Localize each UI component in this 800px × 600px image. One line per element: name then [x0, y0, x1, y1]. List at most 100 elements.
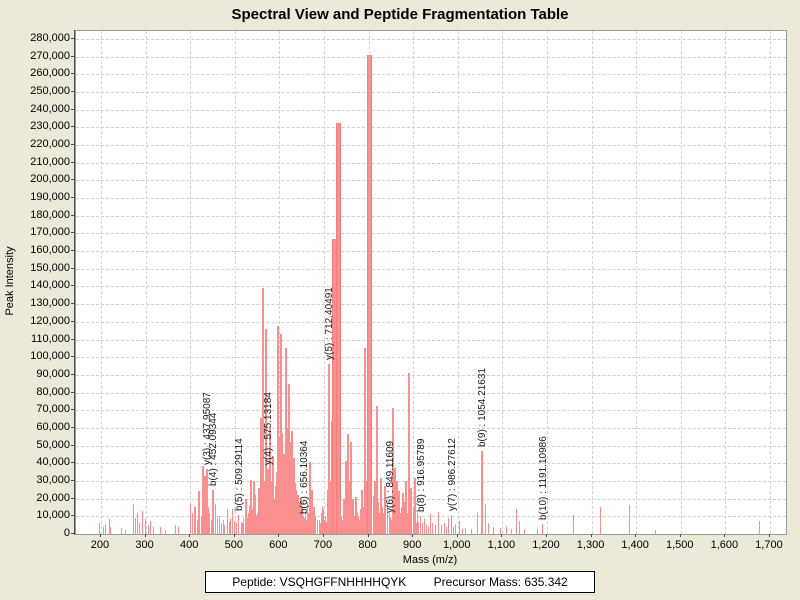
spectrum-peak	[448, 518, 449, 534]
h-gridline	[76, 162, 786, 164]
spectrum-peak	[145, 519, 146, 534]
v-gridline	[323, 31, 325, 534]
spectrum-peak	[234, 521, 235, 534]
y-tick	[71, 426, 74, 428]
spectrum-peak	[511, 529, 512, 534]
spectrum-peak	[404, 502, 405, 534]
x-tick	[412, 534, 414, 537]
status-bar: Peptide: VSQHGFFNHHHHQYK Precursor Mass:…	[0, 571, 800, 593]
precursor-mass-text: Precursor Mass: 635.342	[433, 575, 568, 589]
y-tick	[71, 37, 74, 39]
y-tick	[71, 391, 74, 393]
v-gridline	[546, 31, 548, 534]
y-tick	[71, 320, 74, 322]
spectrum-peak	[392, 408, 394, 534]
y-tick	[71, 338, 74, 340]
spectrum-peak	[248, 513, 249, 534]
y-tick	[71, 285, 74, 287]
h-gridline	[76, 498, 786, 500]
x-tick-label: 900	[402, 539, 422, 551]
x-tick	[590, 534, 592, 537]
x-tick	[456, 534, 458, 537]
spectrum-peak	[325, 516, 326, 534]
spectrum-peak	[629, 505, 630, 534]
spectrum-peak	[295, 490, 297, 534]
x-tick	[278, 534, 280, 537]
spectrum-peak	[407, 513, 408, 534]
spectrum-peak	[403, 516, 404, 534]
spectrum-peak	[453, 527, 454, 534]
v-gridline	[413, 31, 415, 534]
y-tick	[71, 55, 74, 57]
spectrum-peak	[153, 527, 154, 534]
spectrum-peak	[198, 491, 200, 534]
h-gridline	[76, 91, 786, 93]
y-tick	[71, 179, 74, 181]
h-gridline	[76, 180, 786, 182]
peak-annotation: b(8) : 916.95789	[415, 438, 427, 512]
spectrum-peak	[197, 520, 198, 534]
x-tick-label: 1,100	[487, 539, 516, 551]
spectrum-peak	[360, 509, 361, 534]
spectrum-peak	[324, 520, 325, 534]
y-tick-label: 180,000	[30, 208, 70, 221]
y-tick-label: 200,000	[30, 173, 70, 186]
x-tick-label: 1,300	[576, 539, 605, 551]
peak-annotation: b(6) : 656.10364	[299, 440, 311, 515]
spectrum-peak	[402, 493, 404, 534]
spectrum-peak	[142, 511, 143, 534]
peak-annotation: b(10) : 1191.10986	[537, 436, 549, 521]
spectrum-peak	[215, 504, 216, 534]
y-tick	[71, 73, 74, 75]
x-tick	[501, 534, 503, 537]
spectrum-peak	[379, 513, 380, 534]
spectrum-peak	[303, 516, 304, 534]
x-tick-label: 1,200	[532, 539, 560, 551]
spectrum-peak	[195, 506, 196, 534]
spectrum-peak	[211, 520, 212, 534]
spectrum-peak	[383, 513, 384, 534]
h-gridline	[76, 127, 786, 129]
spectrum-peak	[272, 456, 274, 534]
y-tick-label: 20,000	[36, 491, 70, 504]
spectrum-peak	[236, 523, 237, 534]
h-gridline	[76, 321, 786, 323]
peak-annotation: b(5) : 509.29114	[233, 437, 245, 511]
y-tick	[71, 515, 74, 517]
x-axis-title: Mass (m/z)	[402, 554, 458, 566]
spectrum-peak	[426, 525, 427, 534]
x-tick	[233, 534, 235, 537]
spectrum-peak	[283, 454, 285, 534]
y-tick-label: 50,000	[36, 438, 70, 451]
y-tick-label: 250,000	[30, 84, 70, 97]
y-axis-line	[74, 30, 75, 535]
spectrum-peak	[110, 527, 111, 534]
spectrum-peak	[376, 406, 378, 534]
spectrum-peak	[418, 522, 419, 534]
x-tick	[322, 534, 324, 537]
spectrum-peak	[537, 529, 538, 534]
spectrum-peak	[313, 507, 314, 534]
y-tick-label: 280,000	[30, 31, 70, 44]
v-gridline	[190, 31, 192, 534]
y-tick	[71, 126, 74, 128]
x-tick-label: 400	[179, 539, 199, 551]
h-gridline	[76, 74, 786, 76]
spectrum-plot-area[interactable]: y(3) : 437.95087 b(4) : 452.09344 b(5) : 5…	[75, 30, 787, 535]
spectrum-peak	[229, 522, 230, 534]
spectrum-peak	[435, 525, 436, 534]
spectrum-peak	[230, 518, 231, 534]
spectrum-peak	[192, 513, 193, 534]
spectrum-peak	[401, 507, 402, 534]
y-tick	[71, 197, 74, 199]
x-tick-label: 600	[269, 539, 288, 551]
spectrum-peak	[655, 530, 656, 534]
spectrum-peak	[359, 520, 360, 534]
y-tick	[71, 497, 74, 499]
spectrum-peak	[319, 520, 320, 534]
x-tick-label: 1,000	[442, 539, 471, 551]
v-gridline	[502, 31, 504, 534]
spectrum-peak	[500, 528, 501, 534]
spectrum-peak	[405, 481, 407, 534]
spectrum-peak	[247, 518, 248, 534]
